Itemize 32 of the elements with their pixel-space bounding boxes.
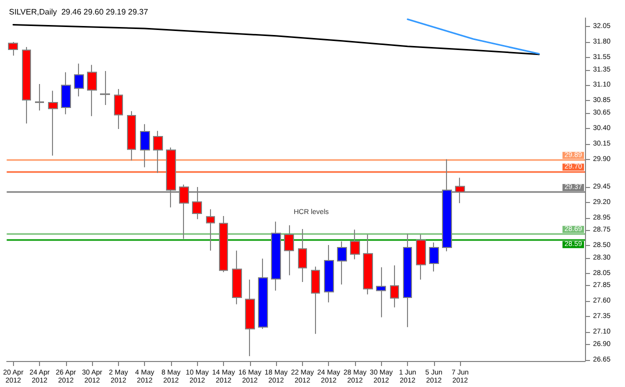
candlestick [376,266,386,318]
chart-title: SILVER,Daily 29.46 29.60 29.19 29.37 [9,8,149,16]
candlestick [48,90,58,156]
candlestick [298,228,307,283]
candlestick [350,229,360,260]
candlestick [363,234,373,295]
candlestick [311,266,320,334]
candlestick [219,216,228,273]
candlestick [140,124,150,168]
candlestick [22,46,31,124]
candlestick [324,244,334,303]
candlestick [8,42,18,56]
candlestick [206,208,215,252]
candlestick [100,70,110,106]
candlestick [245,279,255,357]
candlestick [61,72,71,115]
candlestick [153,130,163,174]
candlestick [258,258,268,330]
candlestick [127,110,136,162]
candlestick [114,88,123,130]
candlestick [416,234,426,280]
candlestick [284,224,294,276]
candlestick [337,240,347,286]
candlestick [232,250,242,305]
candlestick [390,264,399,308]
candlestick [87,64,97,117]
candlestick [271,221,281,292]
candlestick [74,63,84,97]
candlestick [35,84,44,112]
candlestick [429,242,439,272]
line-series [12,24,540,56]
candlestick [403,233,412,328]
